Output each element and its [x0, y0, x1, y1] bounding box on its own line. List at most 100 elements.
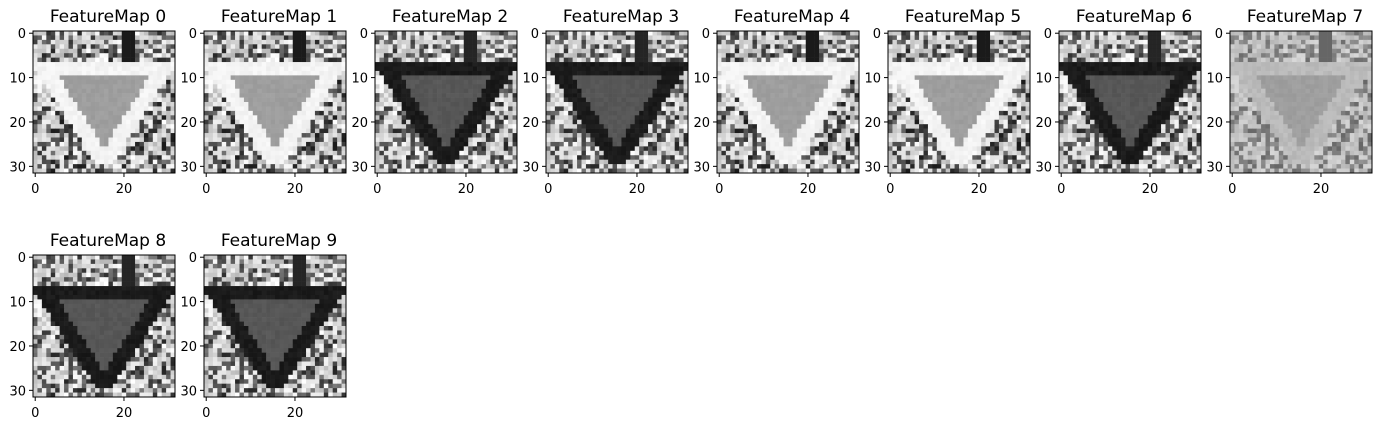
pixel: [72, 150, 78, 156]
pixel: [314, 88, 320, 94]
pixel: [643, 146, 649, 152]
pixel: [279, 48, 285, 54]
pixel: [725, 44, 731, 50]
pixel: [252, 75, 258, 81]
y-tick-label: 0: [189, 27, 197, 42]
pixel: [679, 39, 684, 45]
pixel: [401, 150, 407, 156]
pixel: [810, 115, 815, 121]
pixel: [41, 128, 47, 134]
pixel: [577, 137, 582, 143]
pixel: [397, 128, 402, 134]
pixel: [292, 146, 298, 152]
pixel: [310, 93, 316, 98]
pixel: [608, 88, 613, 94]
pixel: [419, 159, 425, 165]
pixel: [599, 146, 604, 152]
pixel: [423, 88, 429, 94]
pixel: [499, 70, 504, 76]
pixel: [481, 48, 487, 54]
pixel: [406, 133, 411, 138]
pixel: [81, 164, 87, 169]
pixel: [550, 93, 556, 98]
pixel: [166, 150, 171, 156]
pixel: [783, 48, 789, 54]
pixel: [437, 53, 442, 58]
pixel: [319, 35, 325, 41]
pixel: [41, 119, 47, 125]
pixel: [279, 137, 285, 143]
pixel: [270, 106, 276, 112]
pixel: [414, 79, 420, 85]
pixel: [850, 79, 855, 85]
pixel: [594, 164, 600, 169]
pixel: [805, 62, 811, 67]
pixel: [208, 141, 214, 147]
pixel: [46, 168, 52, 174]
pixel: [275, 159, 280, 165]
pixel: [204, 102, 209, 107]
pixel: [577, 159, 582, 165]
pixel: [383, 168, 389, 174]
pixel: [774, 75, 780, 81]
pixel: [161, 124, 167, 129]
pixel: [270, 79, 276, 85]
pixel: [401, 146, 407, 152]
pixel: [748, 39, 753, 45]
pixel: [656, 150, 662, 156]
pixel: [121, 124, 127, 129]
pixel: [639, 66, 644, 72]
pixel: [59, 137, 65, 143]
pixel: [679, 53, 684, 58]
y-tick-label: 20: [522, 116, 539, 131]
pixel: [383, 84, 389, 89]
pixel: [130, 66, 136, 72]
pixel: [50, 102, 56, 107]
pixel: [841, 66, 846, 72]
pixel: [730, 115, 736, 121]
pixel: [59, 155, 65, 160]
pixel: [135, 155, 140, 160]
pixel: [130, 79, 136, 85]
pixel: [568, 124, 573, 129]
pixel: [603, 159, 609, 165]
pixel: [166, 124, 171, 129]
pixel: [568, 62, 573, 67]
pixel: [161, 44, 167, 50]
pixel: [283, 164, 289, 169]
pixel: [503, 84, 509, 89]
pixel: [152, 102, 158, 107]
pixel: [810, 102, 815, 107]
pixel: [383, 97, 389, 103]
pixel: [503, 146, 509, 152]
pixel: [37, 128, 43, 134]
pixel: [590, 150, 596, 156]
pixel: [599, 133, 604, 138]
pixel: [648, 88, 653, 94]
pixel: [81, 75, 87, 81]
pixel: [41, 110, 47, 116]
pixel: [652, 137, 658, 143]
pixel: [117, 66, 123, 72]
pixel: [665, 66, 671, 72]
pixel: [235, 57, 240, 63]
pixel: [508, 88, 513, 94]
pixel: [248, 48, 254, 54]
pixel: [432, 106, 438, 112]
pixel: [86, 155, 91, 160]
pixel: [121, 88, 127, 94]
pixel: [494, 75, 500, 81]
pixel: [292, 106, 298, 112]
pixel: [739, 84, 744, 89]
pixel: [679, 137, 684, 143]
pixel: [152, 66, 158, 72]
pixel: [143, 53, 149, 58]
pixel: [243, 164, 249, 169]
pixel: [450, 106, 456, 112]
pixel: [490, 150, 496, 156]
pixel: [854, 115, 860, 121]
pixel: [148, 119, 154, 125]
pixel: [779, 57, 784, 63]
pixel: [563, 84, 569, 89]
